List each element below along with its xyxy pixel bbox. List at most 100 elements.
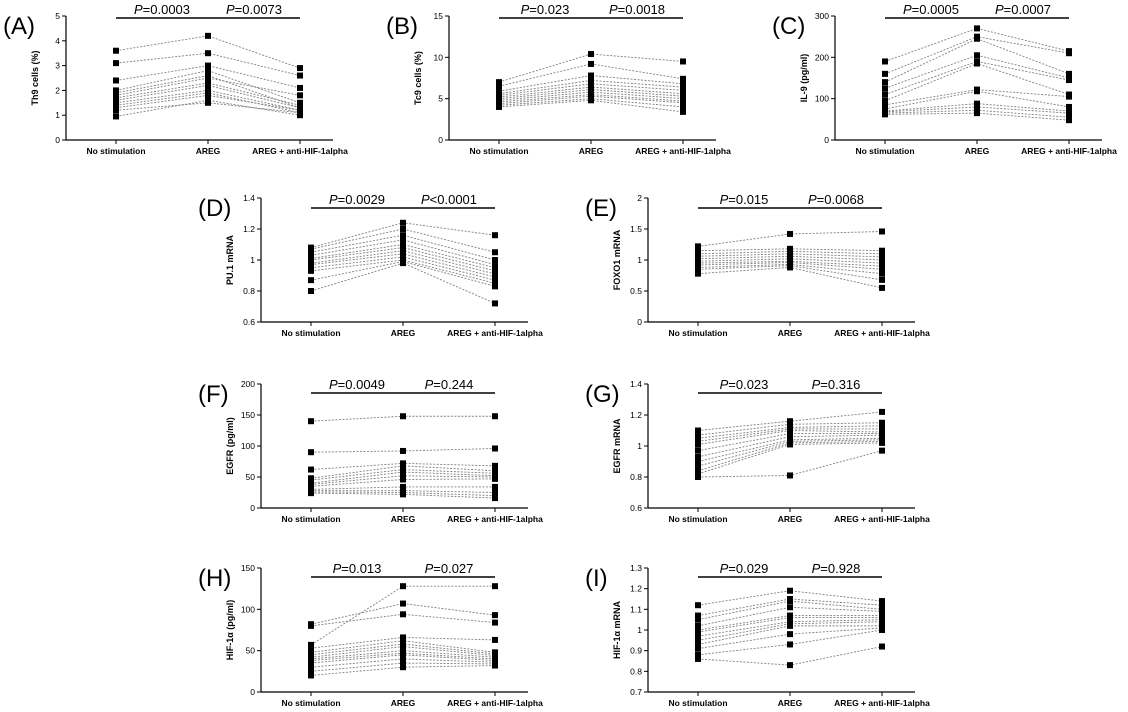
data-point: [879, 270, 885, 277]
subject-line: [697, 266, 883, 289]
data-point: [695, 612, 701, 619]
data-point: [308, 672, 314, 679]
data-point: [297, 112, 303, 119]
y-tick-label: 50: [246, 646, 256, 656]
x-tick-label: AREG: [778, 514, 803, 524]
x-tick-label: No stimulation: [469, 146, 528, 156]
y-tick-label: 0.8: [630, 472, 642, 482]
y-tick-label: 2: [637, 193, 642, 203]
data-point: [879, 266, 885, 273]
subject-line: [697, 617, 882, 633]
data-point: [787, 641, 793, 648]
data-point: [974, 35, 980, 42]
data-point: [297, 72, 303, 79]
data-point: [113, 107, 119, 114]
y-tick-label: 100: [815, 94, 829, 104]
x-tick-label: AREG + anti-HIF-1alpha: [834, 514, 930, 524]
data-point: [787, 441, 793, 448]
data-point: [879, 408, 885, 415]
data-point: [492, 264, 498, 271]
data-point: [1066, 93, 1072, 100]
data-point: [695, 637, 701, 644]
p-value-label: P=0.029: [720, 561, 769, 576]
data-point: [695, 441, 701, 448]
data-point: [308, 257, 314, 263]
x-tick-label: AREG: [391, 328, 416, 338]
data-point: [695, 270, 701, 277]
y-tick-label: 0: [55, 135, 60, 145]
data-point: [1066, 117, 1072, 124]
data-point: [695, 435, 701, 442]
y-tick-label: 0: [637, 317, 642, 327]
y-axis-label: HIF-1α mRNA: [612, 600, 622, 659]
data-point: [400, 583, 406, 590]
subject-line: [884, 89, 1070, 106]
data-point: [787, 472, 793, 479]
data-point: [308, 477, 314, 484]
data-point: [787, 430, 793, 437]
p-value-label: P=0.015: [720, 192, 769, 207]
data-point: [680, 99, 686, 106]
data-point: [113, 113, 119, 120]
x-tick-label: No stimulation: [855, 146, 914, 156]
subject-line: [697, 615, 882, 631]
p-value-label: P<0.0001: [421, 192, 477, 207]
data-point: [113, 77, 119, 84]
y-tick-label: 100: [241, 604, 255, 614]
data-point: [492, 267, 498, 274]
data-point: [492, 619, 498, 626]
data-point: [879, 228, 885, 235]
subject-line: [697, 619, 883, 637]
data-point: [787, 433, 793, 440]
subject-line: [884, 27, 1070, 62]
data-point: [882, 79, 888, 86]
data-point: [400, 600, 406, 607]
data-point: [400, 611, 406, 618]
data-point: [400, 226, 406, 232]
data-point: [695, 633, 701, 640]
p-value-label: P=0.0049: [329, 377, 385, 392]
data-point: [787, 604, 793, 611]
data-point: [205, 75, 211, 81]
data-point: [695, 602, 701, 609]
subject-line: [697, 442, 883, 475]
data-point: [695, 655, 701, 662]
data-point: [308, 261, 314, 268]
data-point: [113, 60, 119, 67]
data-point: [400, 476, 406, 483]
panel-d: (D) 0.6 0.8 1 1.2 1.4 PU.1 mRNA No stimulation A…: [198, 192, 543, 338]
y-tick-label: 1.2: [243, 224, 255, 234]
y-tick-label: 0: [250, 503, 255, 513]
data-point: [680, 58, 686, 65]
y-tick-label: 0.7: [630, 687, 642, 697]
x-tick-label: No stimulation: [668, 698, 727, 708]
y-tick-label: 0: [824, 135, 829, 145]
data-point: [400, 250, 406, 257]
data-point: [492, 270, 498, 277]
y-tick-label: 1: [637, 625, 642, 635]
subject-line: [115, 35, 301, 69]
x-tick-label: AREG: [778, 698, 803, 708]
data-point: [308, 660, 314, 667]
data-point: [492, 280, 498, 287]
y-tick-label: 5: [55, 11, 60, 21]
panel-h: (H) 0 50 100 150 HIF-1α (pg/ml) No stimulation…: [198, 561, 543, 708]
data-point: [787, 622, 793, 629]
y-tick-label: 150: [241, 563, 255, 573]
y-axis-label: Tc9 cells (%): [413, 51, 423, 105]
x-tick-label: No stimulation: [281, 514, 340, 524]
panel-label: (F): [198, 381, 229, 408]
data-point: [400, 244, 406, 251]
y-tick-label: 1.2: [630, 410, 642, 420]
y-tick-label: 200: [815, 52, 829, 62]
data-point: [787, 230, 793, 237]
data-point: [882, 111, 888, 118]
panel-label: (B): [386, 13, 418, 40]
data-point: [205, 50, 211, 57]
data-point: [879, 643, 885, 650]
y-tick-label: 1: [637, 255, 642, 265]
x-tick-label: AREG: [965, 146, 990, 156]
data-point: [974, 110, 980, 117]
data-point: [205, 92, 211, 99]
data-point: [787, 614, 793, 621]
